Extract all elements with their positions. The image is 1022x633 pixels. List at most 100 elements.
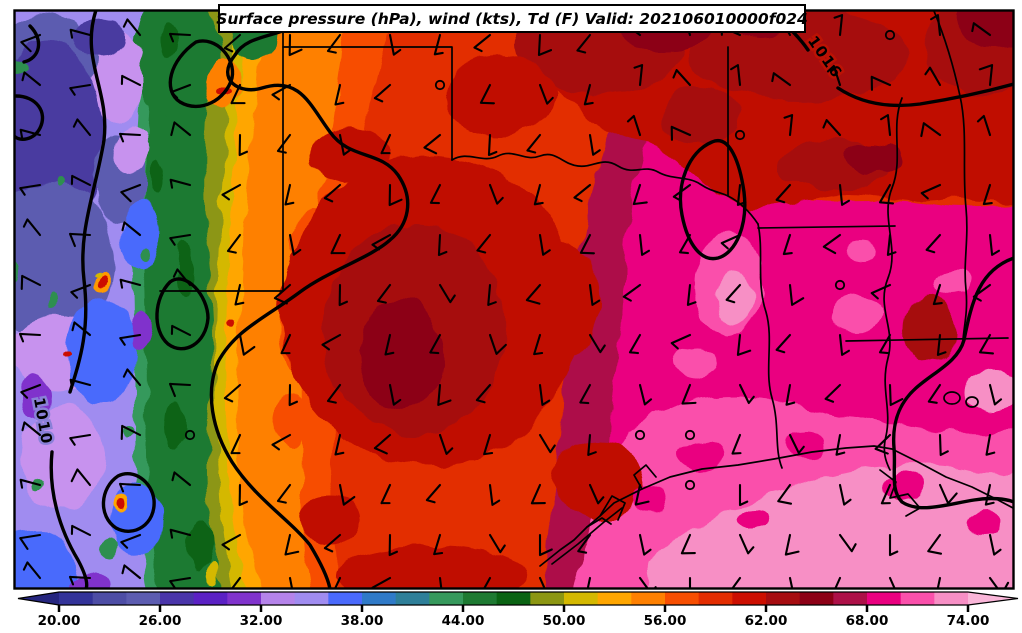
wind-barb [686,283,697,306]
wind-barb [473,33,492,53]
wind-barb [169,528,192,539]
wind-barb [782,233,793,256]
wind-barb [788,433,805,455]
colorbar-segment [799,592,834,605]
wind-barb [525,283,542,305]
wind-barb [118,132,142,143]
wind-barb [122,368,142,387]
wind-barb [788,283,805,306]
wind-barb [638,533,652,556]
wind-barb [680,533,696,555]
wind-barb [783,114,794,137]
colorbar-tick-label: 62.00 [745,613,788,629]
wind-barb [736,183,747,206]
wind-barb [388,533,399,557]
wind-barb [936,333,947,356]
wind-barb [483,433,494,456]
wind-barb [920,122,942,138]
wind-barb [538,233,551,256]
wind-barb [22,561,42,580]
wind-barb [588,133,601,156]
wind-barb [68,232,92,248]
colorbar-segment [530,592,565,605]
colorbar-segment [193,592,228,605]
wind-barb [971,22,992,37]
wind-barb [638,576,657,588]
wind-barb [833,14,844,37]
wind-barb [376,283,392,304]
wind-barb [888,576,896,588]
wind-barb [838,483,852,506]
wind-barb [120,183,142,203]
wind-barb [487,283,497,306]
wind-barb [276,483,292,504]
wind-barb [634,483,650,506]
wind-barb [373,83,392,103]
wind-barb [69,28,92,39]
wind-barb [326,33,342,54]
colorbar-over-arrow [968,592,1018,605]
wind-barb [221,183,242,201]
wind-barb [20,383,42,399]
colorbar-segment [294,592,329,605]
wind-barb [576,33,592,54]
wind-barb [988,533,1002,556]
wind-barb [588,283,601,306]
wind-barb [122,18,142,37]
wind-barb [886,233,897,256]
wind-barb [785,383,796,406]
wind-barb [681,383,697,405]
colorbar-tick-label: 68.00 [846,613,889,629]
wind-barb [429,183,442,205]
wind-barb [423,133,442,155]
wind-barb [976,114,992,137]
wind-barb [273,283,292,305]
wind-barb [338,483,356,506]
wind-barb [69,433,92,446]
colorbar-tick-label: 74.00 [947,613,990,629]
colorbar-segment [126,592,161,605]
wind-barb [120,74,142,87]
figure-title: Surface pressure (hPa), wind (kts), Td (… [216,9,808,28]
sabine-border [757,223,783,469]
wind-barb [538,533,553,557]
wind-barb [223,33,242,53]
wind-barb [985,433,996,456]
wind-barb [924,66,942,87]
wind-barb [838,333,850,356]
wind-barb [538,383,551,406]
wind-barb [577,533,592,554]
wind-barb [880,114,892,137]
wind-barb [720,233,742,250]
wind-barb [230,83,246,105]
wind-barb [120,533,142,549]
colorbar-tick-label: 38.00 [341,613,384,629]
wind-barb [21,71,42,87]
colorbar-segment [698,592,733,605]
wind-barb [121,564,142,580]
wind-barb [488,483,501,506]
wind-barb [231,576,242,588]
wind-barb [588,333,606,354]
wind-barb [288,383,299,407]
wind-barb [533,333,544,356]
wind-barb [234,283,245,306]
colorbar-tick-label: 26.00 [139,613,182,629]
wind-barb [672,69,692,87]
wind-barb [120,424,142,440]
calm-station-circle [834,279,846,291]
wind-barb [775,333,792,354]
wind-barb [169,233,192,246]
colorbar-segment [732,592,767,605]
colorbar-tick-label: 32.00 [240,613,283,629]
wind-barb [530,483,546,505]
wind-barb [288,233,302,256]
colorbar-segment [867,592,902,605]
wind-barb [380,483,392,505]
wind-barb [168,382,192,398]
wind-barb [731,433,742,455]
colorbar-segment [463,592,498,605]
wind-barb [573,183,592,203]
